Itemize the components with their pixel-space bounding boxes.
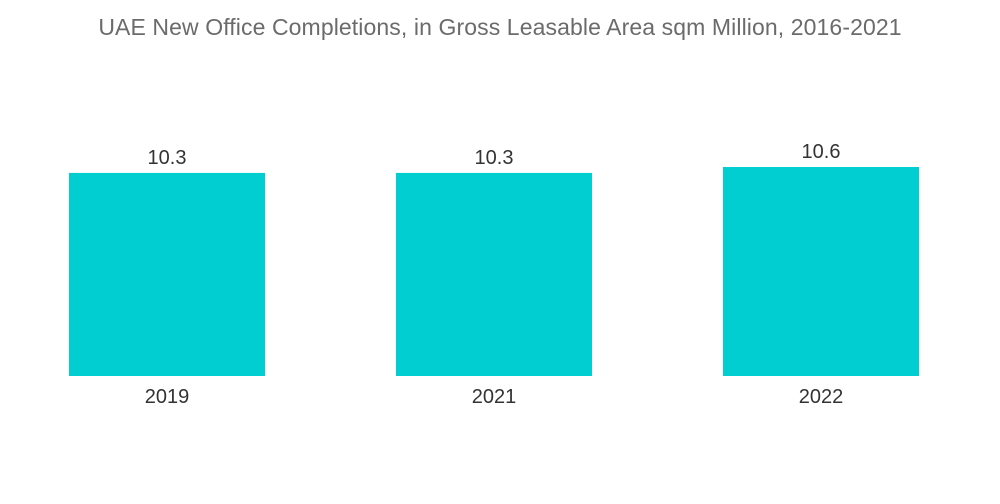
x-tick-2019: 2019 [145, 386, 190, 408]
bar-2021 [396, 172, 592, 376]
value-label-2021: 10.3 [475, 147, 514, 169]
bars-group [69, 167, 919, 376]
value-label-2019: 10.3 [148, 147, 187, 169]
bar-2019 [69, 172, 265, 376]
bar-2022 [723, 167, 919, 376]
chart-title: UAE New Office Completions, in Gross Lea… [98, 14, 902, 40]
value-labels-group: 10.3 10.3 10.6 [148, 141, 841, 169]
value-label-2022: 10.6 [802, 141, 841, 163]
x-axis-ticks: 2019 2021 2022 [145, 386, 844, 408]
x-tick-2022: 2022 [799, 386, 844, 408]
x-tick-2021: 2021 [472, 386, 517, 408]
